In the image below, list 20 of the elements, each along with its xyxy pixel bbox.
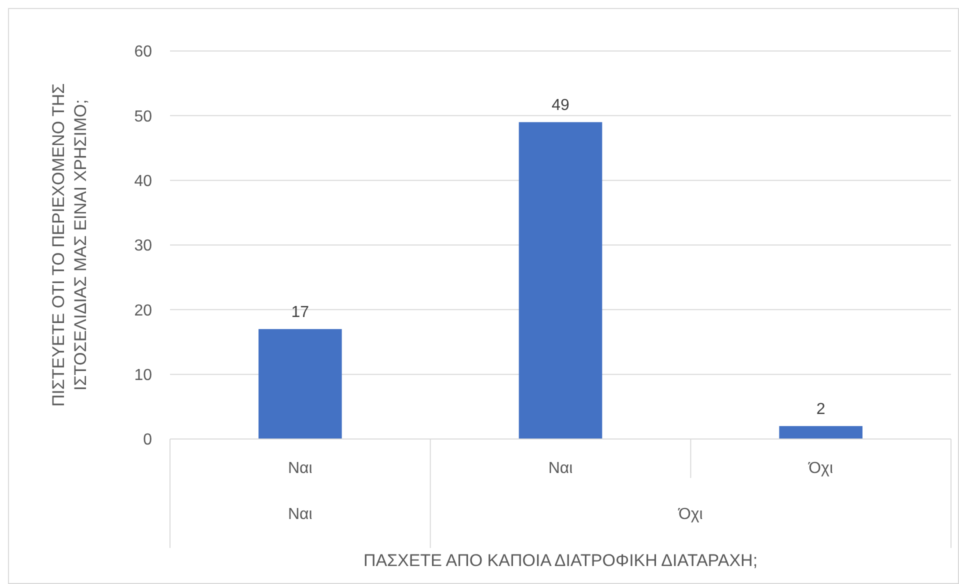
bar [779, 426, 862, 439]
x-axis-title: ΠΑΣΧΕΤΕ ΑΠΟ ΚΑΠΟΙΑ ΔΙΑΤΡΟΦΙΚΗ ΔΙΑΤΑΡΑΧΗ; [363, 551, 758, 570]
x-tick-label: Ναι [288, 460, 313, 477]
data-label: 17 [291, 304, 310, 322]
bar [258, 329, 342, 439]
y-tick-label: 0 [143, 432, 152, 449]
x-tick-label: Ναι [548, 460, 574, 477]
y-tick-label: 10 [134, 366, 152, 384]
y-tick-label: 40 [134, 172, 152, 190]
data-label: 49 [552, 97, 570, 114]
text: Όχι [677, 506, 704, 523]
bar [518, 122, 602, 439]
y-tick-label: 50 [134, 108, 152, 126]
y-tick-label: 30 [134, 238, 152, 255]
y-axis-title: ΠΙΣΤΕΥΕΤΕ ΟΤΙ ΤΟ ΠΕΡΙΕΧΟΜΕΝΟ ΤΗΣ ΙΣΤΟΣΕΛΙΔΙΑΣ ΜΑΣ ΕΙΝΑΙ ΧΡΗΣΙΜΟ; [49, 83, 90, 407]
y-tick-label: 60 [134, 44, 152, 61]
x-tick-label: Όχι [808, 460, 834, 477]
data-label: 2 [816, 401, 826, 418]
y-tick-label: 20 [134, 302, 152, 320]
text: Ναι [288, 506, 313, 523]
